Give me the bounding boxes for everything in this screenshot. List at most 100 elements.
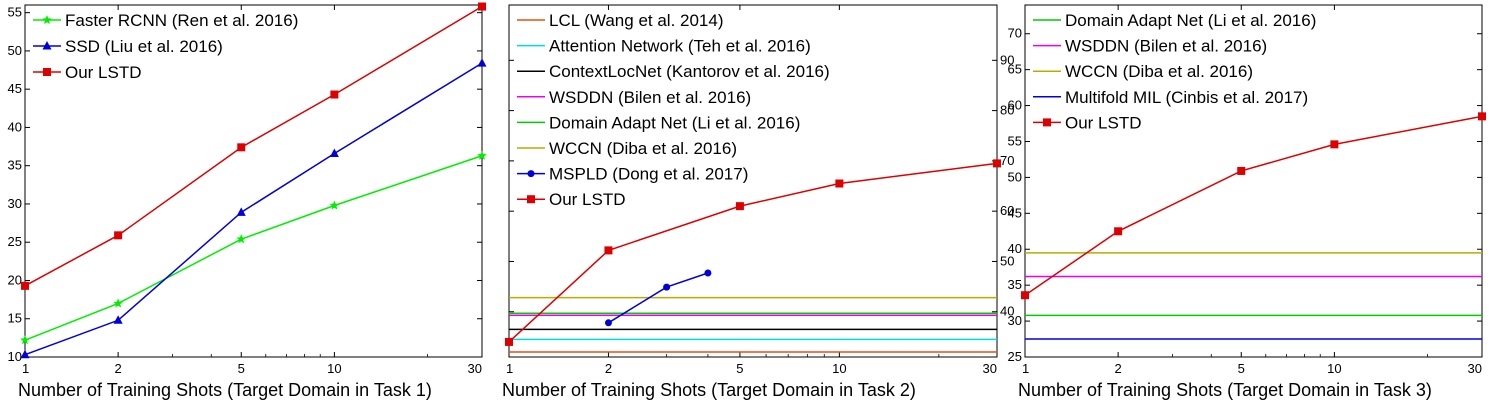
legend-marker	[42, 41, 52, 50]
x-tick-label: 5	[736, 361, 743, 376]
data-point	[236, 207, 246, 216]
data-point	[329, 200, 340, 210]
x-tick-label: 10	[1327, 361, 1341, 376]
y-tick-label: 60	[1008, 98, 1022, 113]
legend-entry: WSDDN (Bilen et al. 2016)	[549, 88, 751, 107]
data-point	[1237, 166, 1246, 175]
data-point	[704, 269, 712, 277]
x-axis-label: Number of Training Shots (Target Domain …	[18, 380, 432, 400]
data-point	[1330, 140, 1339, 149]
x-tick-label: 5	[1238, 361, 1245, 376]
y-tick-label: 25	[8, 234, 22, 249]
data-point	[21, 281, 29, 290]
x-tick-label: 30	[1468, 361, 1482, 376]
legend-entry: Our LSTD	[65, 63, 142, 82]
y-tick-label: 30	[1008, 313, 1022, 328]
legend-entry: Our LSTD	[1065, 113, 1142, 132]
y-tick-label: 70	[1008, 26, 1022, 41]
data-point	[330, 90, 339, 99]
y-tick-label: 55	[1008, 133, 1022, 148]
y-tick-label: 35	[1008, 277, 1022, 292]
x-tick-label: 30	[983, 361, 997, 376]
y-tick-label: 40	[1000, 304, 1014, 319]
data-point	[478, 2, 486, 11]
y-tick-label: 55	[8, 5, 22, 20]
legend-entry: MSPLD (Dong et al. 2017)	[549, 165, 748, 184]
x-tick-label: 10	[832, 361, 846, 376]
y-tick-label: 45	[8, 81, 22, 96]
x-tick-label: 2	[115, 361, 122, 376]
legend-entry: WSDDN (Bilen et al. 2016)	[1065, 37, 1267, 56]
data-point	[505, 337, 513, 346]
y-tick-label: 15	[8, 311, 22, 326]
legend-entry: WCCN (Diba et al. 2016)	[549, 139, 737, 158]
legend-entry: WCCN (Diba et al. 2016)	[1065, 62, 1253, 81]
data-point	[20, 335, 30, 345]
legend-entry: Attention Network (Teh et al. 2016)	[549, 37, 811, 56]
legend-entry: Domain Adapt Net (Li et al. 2016)	[1065, 11, 1316, 30]
x-tick-label: 30	[468, 361, 482, 376]
plot-frame	[24, 4, 483, 358]
legend-marker	[527, 170, 535, 178]
y-tick-label: 90	[1000, 52, 1014, 67]
data-point	[1114, 227, 1123, 236]
data-point	[835, 179, 844, 188]
data-point	[1021, 291, 1029, 300]
legend-entry: Multifold MIL (Cinbis et al. 2017)	[1065, 88, 1308, 107]
legend-entry: Our LSTD	[549, 190, 626, 209]
legend-marker	[527, 195, 535, 204]
x-tick-label: 1	[22, 361, 29, 376]
legend-marker	[1043, 118, 1051, 127]
x-tick-label: 1	[1022, 361, 1029, 376]
data-point	[113, 315, 123, 324]
legend-entry: ContextLocNet (Kantorov et al. 2016)	[549, 62, 830, 81]
data-point	[993, 159, 1001, 168]
data-point	[604, 246, 613, 255]
y-tick-label: 70	[1000, 153, 1014, 168]
x-tick-label: 10	[327, 361, 341, 376]
data-point	[477, 58, 487, 67]
y-tick-label: 50	[8, 43, 22, 58]
y-tick-label: 45	[1008, 205, 1022, 220]
y-tick-label: 65	[1008, 62, 1022, 77]
data-point	[735, 202, 744, 211]
data-point	[20, 349, 30, 359]
y-tick-label: 25	[1008, 349, 1022, 364]
x-tick-label: 1	[506, 361, 513, 376]
data-point	[604, 319, 612, 327]
y-tick-label: 40	[1008, 241, 1022, 256]
data-point	[1478, 112, 1486, 121]
legend-marker	[42, 15, 52, 25]
data-point	[663, 283, 671, 291]
y-tick-label: 40	[8, 119, 22, 134]
x-axis-label: Number of Training Shots (Target Domain …	[502, 380, 916, 400]
legend-entry: Domain Adapt Net (Li et al. 2016)	[549, 113, 800, 132]
x-tick-label: 2	[1115, 361, 1122, 376]
y-tick-label: 60	[1000, 203, 1014, 218]
data-point	[113, 298, 123, 308]
plot-frame	[1024, 4, 1483, 358]
y-tick-label: 35	[8, 158, 22, 173]
y-tick-label: 20	[8, 272, 22, 287]
data-point	[237, 143, 246, 152]
x-tick-label: 5	[238, 361, 245, 376]
y-tick-label: 50	[1008, 169, 1022, 184]
y-tick-label: 80	[1000, 103, 1014, 118]
legend-marker	[43, 68, 51, 76]
y-tick-label: 30	[8, 196, 22, 211]
data-point	[477, 150, 487, 160]
chart-panel-2: 1 2 5 10 30 40 50 60 70 80 90 LCL (Wang et al. 2014…	[502, 4, 1014, 400]
legend-entry: LCL (Wang et al. 2014)	[549, 11, 724, 30]
data-point	[236, 234, 247, 244]
legend-entry: SSD (Liu et al. 2016)	[65, 37, 223, 56]
data-point	[114, 231, 123, 240]
legend-entry: Faster RCNN (Ren et al. 2016)	[65, 11, 298, 30]
x-axis-label: Number of Training Shots (Target Domain …	[1018, 380, 1432, 400]
data-point	[329, 148, 339, 157]
y-tick-label: 50	[1000, 253, 1014, 268]
x-tick-label: 2	[605, 361, 612, 376]
y-tick-label: 10	[8, 349, 22, 364]
